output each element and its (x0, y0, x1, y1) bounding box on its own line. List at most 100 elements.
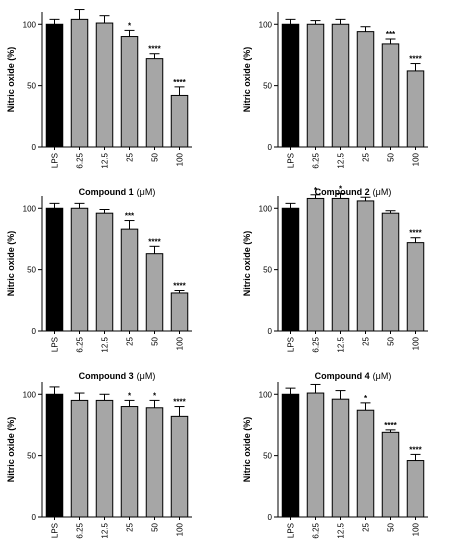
x-axis-title-unit: (μM) (137, 187, 156, 197)
y-tick-label: 100 (259, 390, 273, 399)
chart-panel-3: 0 50 100 Nitric oxide (%) LPS 6.25 12.5 *** 25 **… (6, 196, 192, 381)
significance-label: **** (409, 445, 422, 454)
bar-6.25 (306, 23, 325, 148)
significance-label: **** (409, 229, 422, 238)
y-tick-label: 0 (32, 327, 37, 336)
significance-label: **** (173, 398, 186, 407)
bar-6.25 (306, 392, 325, 518)
significance-label: **** (148, 237, 161, 246)
bar-100 (406, 70, 425, 148)
bar-25 (120, 406, 139, 518)
y-tick-label: 0 (32, 513, 37, 522)
x-tick-label: 25 (126, 522, 135, 531)
x-tick-label: 12.5 (337, 522, 346, 538)
x-tick-label: 25 (126, 152, 135, 161)
x-tick-label: 25 (126, 336, 135, 345)
x-tick-label: 100 (176, 152, 185, 166)
chart-panel-6: 0 50 100 Nitric oxide (%) LPS 6.25 12.5 * 25 ****… (242, 382, 428, 539)
significance-label: **** (148, 45, 161, 54)
significance-label: **** (173, 78, 186, 87)
significance-label: * (153, 391, 157, 400)
y-axis-label: Nitric oxide (%) (242, 47, 252, 113)
x-axis-title: Compound 3 (μM) (79, 371, 156, 381)
bar-25 (356, 409, 375, 518)
bar-LPS (281, 23, 300, 148)
x-tick-label: 6.25 (312, 336, 321, 352)
x-tick-label: LPS (287, 523, 296, 538)
x-tick-label: 25 (362, 152, 371, 161)
bar-100 (170, 292, 189, 332)
bar-50 (145, 58, 164, 148)
y-tick-label: 50 (27, 452, 36, 461)
significance-label: *** (125, 212, 135, 221)
y-axis-label: Nitric oxide (%) (6, 47, 16, 113)
x-tick-label: 25 (362, 522, 371, 531)
x-axis-title-unit: (μM) (137, 371, 156, 381)
significance-label: * (128, 21, 132, 30)
bar-6.25 (70, 18, 89, 148)
x-tick-label: LPS (287, 153, 296, 168)
x-axis-title-compound: Compound 1 (79, 187, 134, 197)
x-tick-label: 50 (151, 152, 160, 161)
bar-50 (381, 212, 400, 332)
bar-6.25 (70, 399, 89, 518)
x-tick-label: 100 (176, 336, 185, 350)
x-tick-label: LPS (51, 523, 60, 538)
x-tick-label: 50 (387, 152, 396, 161)
y-axis-label: Nitric oxide (%) (242, 231, 252, 297)
bar-100 (170, 415, 189, 518)
y-tick-label: 100 (23, 204, 37, 213)
y-tick-label: 50 (263, 266, 272, 275)
significance-label: **** (409, 55, 422, 64)
significance-label: * (128, 391, 132, 400)
x-axis-title: Compound 1 (μM) (79, 187, 156, 197)
x-tick-label: 50 (151, 336, 160, 345)
bar-25 (356, 200, 375, 332)
significance-label: *** (386, 30, 396, 39)
bar-25 (120, 36, 139, 148)
bar-100 (406, 460, 425, 518)
bar-100 (170, 94, 189, 148)
x-axis-title-compound: Compound 3 (79, 371, 134, 381)
significance-label: * (364, 394, 368, 403)
bar-6.25 (306, 197, 325, 332)
y-tick-label: 100 (23, 20, 37, 29)
bar-25 (120, 228, 139, 332)
bar-50 (145, 407, 164, 518)
x-tick-label: 6.25 (76, 522, 85, 538)
x-axis-title-unit: (μM) (373, 187, 392, 197)
bar-LPS (45, 207, 64, 332)
x-tick-label: 12.5 (101, 522, 110, 538)
x-tick-label: 50 (387, 522, 396, 531)
y-tick-label: 50 (263, 452, 272, 461)
x-axis-title-compound: Compound 4 (315, 371, 370, 381)
x-tick-label: 12.5 (337, 336, 346, 352)
y-tick-label: 100 (23, 390, 37, 399)
significance-label: **** (173, 282, 186, 291)
y-axis-label: Nitric oxide (%) (6, 231, 16, 297)
x-tick-label: 50 (151, 522, 160, 531)
x-tick-label: 6.25 (312, 522, 321, 538)
y-tick-label: 0 (268, 327, 273, 336)
x-tick-label: 25 (362, 336, 371, 345)
bar-50 (381, 43, 400, 148)
x-axis-title-unit: (μM) (373, 371, 392, 381)
bar-12.5 (331, 23, 350, 148)
y-tick-label: 50 (27, 266, 36, 275)
bar-25 (356, 31, 375, 148)
x-tick-label: 6.25 (76, 336, 85, 352)
x-axis-title-compound: Compound 2 (315, 187, 370, 197)
bar-12.5 (95, 22, 114, 148)
significance-label: **** (384, 421, 397, 430)
significance-label: * (314, 186, 318, 195)
x-tick-label: 100 (412, 152, 421, 166)
bar-12.5 (331, 398, 350, 518)
y-axis-label: Nitric oxide (%) (242, 417, 252, 483)
bar-12.5 (331, 197, 350, 332)
x-tick-label: LPS (287, 337, 296, 352)
x-tick-label: 6.25 (312, 152, 321, 168)
bar-100 (406, 242, 425, 332)
chart-panel-2: 0 50 100 Nitric oxide (%) LPS 6.25 12.5 25 *** 50… (242, 12, 428, 197)
